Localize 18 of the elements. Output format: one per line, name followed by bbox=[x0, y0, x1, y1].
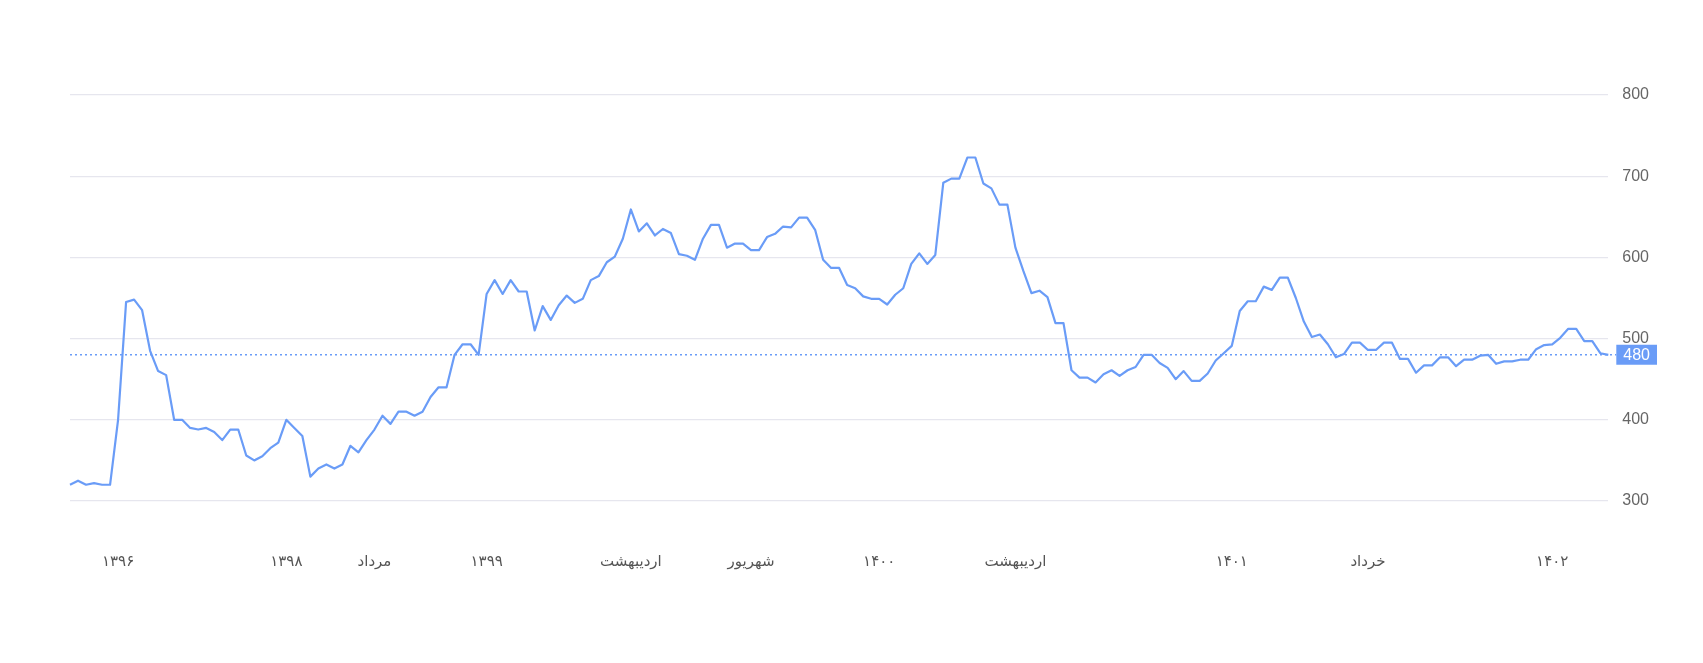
x-tick-label: ۱۳۹۶ bbox=[101, 551, 135, 570]
y-tick-label: 300 bbox=[1622, 491, 1650, 509]
x-tick-label: ۱۴۰۲ bbox=[1536, 551, 1569, 570]
y-tick-label: 700 bbox=[1622, 166, 1650, 184]
y-tick-label: 500 bbox=[1622, 329, 1650, 347]
x-tick-label: اردیبهشت bbox=[984, 551, 1047, 570]
x-tick-label: ۱۴۰۱ bbox=[1215, 551, 1248, 570]
y-tick-label: 600 bbox=[1622, 247, 1650, 265]
x-tick-label: شهریور bbox=[726, 551, 775, 570]
ref-line-label: 480 bbox=[1623, 346, 1651, 364]
x-tick-label: اردیبهشت bbox=[599, 551, 662, 570]
x-tick-label: ۱۳۹۹ bbox=[470, 551, 503, 570]
x-tick-label: ۱۴۰۰ bbox=[863, 551, 896, 570]
x-tick-label: ۱۳۹۸ bbox=[270, 551, 303, 570]
x-tick-label: خرداد bbox=[1350, 551, 1386, 570]
x-tick-label: مرداد bbox=[357, 551, 392, 570]
y-tick-label: 400 bbox=[1622, 410, 1650, 428]
y-tick-label: 800 bbox=[1622, 85, 1650, 103]
